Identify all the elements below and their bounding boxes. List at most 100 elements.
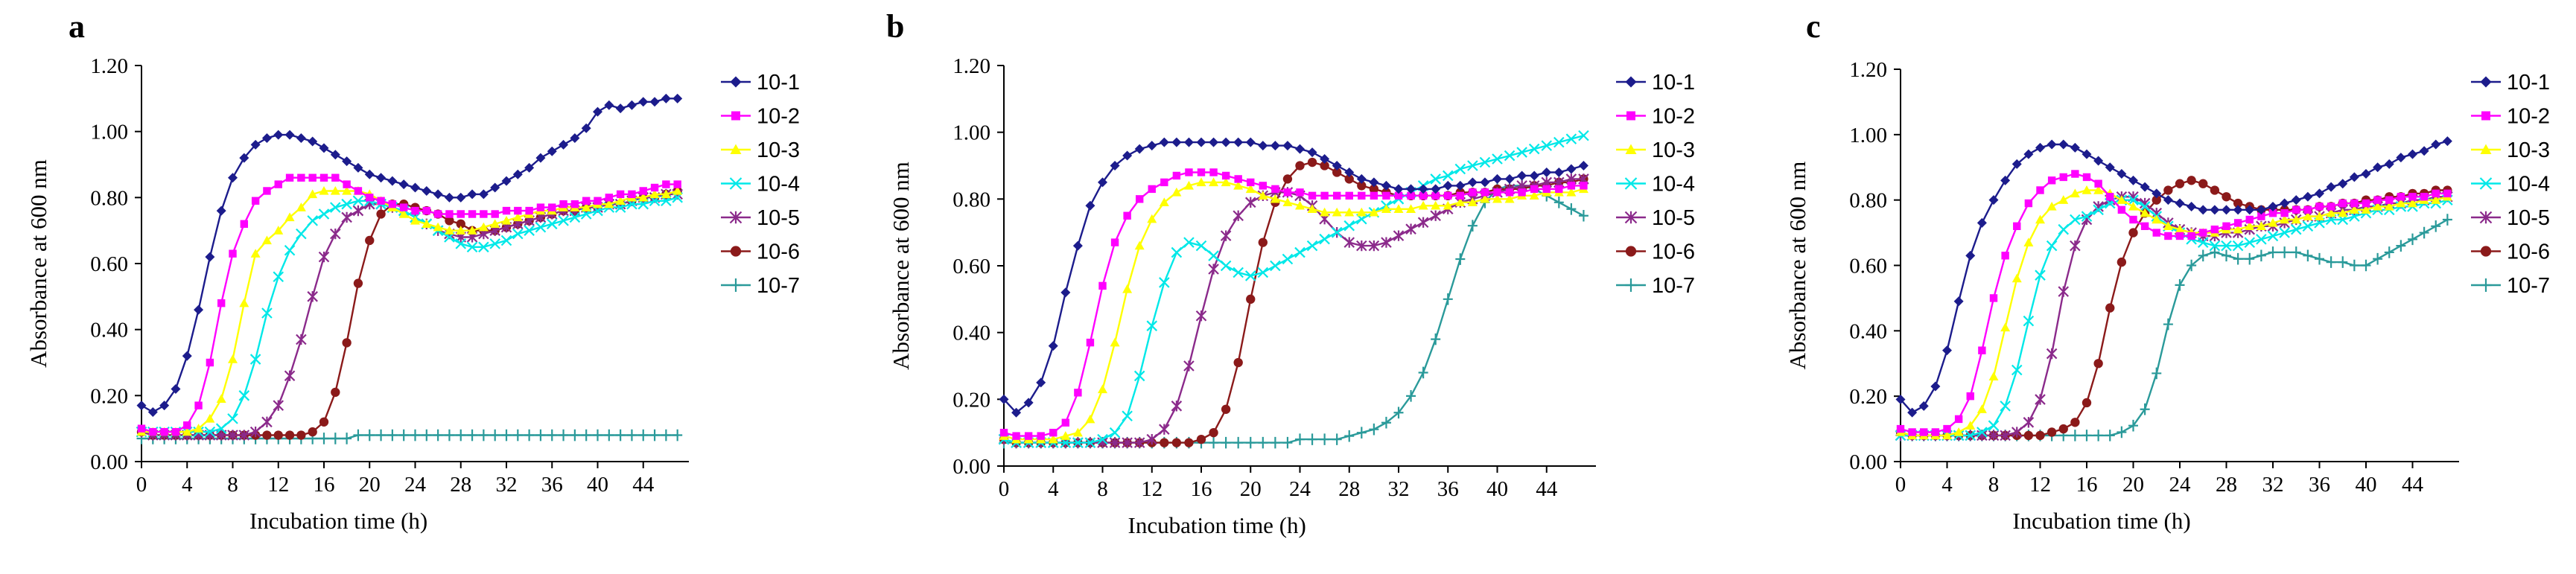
data-point: [1393, 230, 1405, 241]
data-point: [456, 429, 466, 441]
data-point: [2268, 209, 2277, 217]
data-point: [2013, 222, 2021, 230]
data-point: [2326, 182, 2336, 192]
x-tick-label: 44: [632, 473, 655, 497]
data-point: [284, 244, 296, 256]
data-point: [2023, 430, 2034, 441]
data-point: [1431, 184, 1441, 194]
data-point: [1467, 160, 1478, 171]
series-line: [1003, 181, 1584, 441]
data-point: [1406, 390, 1416, 402]
data-point: [2117, 195, 2127, 204]
data-point: [341, 198, 352, 210]
data-point: [559, 139, 569, 150]
data-point: [2070, 430, 2080, 441]
data-point: [1122, 437, 1133, 448]
data-point: [353, 429, 363, 441]
data-point: [1133, 437, 1145, 448]
x-tick-label: 4: [182, 473, 193, 497]
y-tick-label: 0.40: [90, 319, 128, 342]
data-point: [352, 205, 364, 217]
data-point: [444, 429, 454, 441]
data-point: [1343, 237, 1355, 248]
data-point: [468, 210, 477, 218]
data-point: [445, 210, 454, 218]
data-point: [2047, 427, 2057, 437]
data-point: [364, 169, 375, 179]
data-point: [524, 225, 535, 236]
data-point: [2408, 193, 2417, 201]
data-point: [2023, 417, 2035, 428]
data-point: [1258, 237, 1268, 247]
data-point: [2187, 176, 2196, 185]
data-point: [1233, 180, 1244, 190]
data-point: [570, 200, 579, 208]
data-point: [160, 427, 168, 436]
data-point: [661, 93, 671, 103]
data-point: [1282, 436, 1293, 449]
data-point: [593, 429, 602, 441]
data-point: [2268, 246, 2278, 258]
data-point: [1110, 337, 1120, 347]
data-point: [205, 413, 215, 423]
data-point: [1578, 209, 1588, 222]
data-point: [615, 103, 626, 114]
x-tick-label: 28: [450, 473, 471, 497]
x-tick-label: 0: [999, 477, 1010, 501]
data-point: [2011, 364, 2023, 376]
data-point: [1943, 424, 1951, 433]
data-point: [159, 401, 170, 411]
data-point: [2290, 223, 2302, 235]
data-point: [410, 429, 420, 441]
data-point: [1159, 197, 1169, 207]
data-point: [2058, 424, 2068, 434]
data-point: [2291, 246, 2301, 258]
legend-item: 10-5: [1616, 206, 1695, 230]
data-point: [1626, 111, 1635, 121]
data-point: [1976, 217, 1987, 228]
data-point: [1418, 200, 1428, 210]
data-point: [2210, 205, 2220, 215]
data-point: [2256, 221, 2266, 230]
data-point: [1160, 178, 1168, 187]
data-point: [999, 394, 1009, 404]
data-point: [2209, 240, 2221, 252]
data-point: [398, 429, 409, 441]
legend-label: 10-1: [757, 71, 800, 95]
data-point: [2070, 214, 2081, 226]
data-point: [2384, 246, 2394, 258]
data-point: [501, 215, 512, 225]
data-point: [1307, 157, 1317, 168]
data-point: [1246, 294, 1256, 304]
x-axis-label: Incubation time (h): [249, 508, 427, 534]
data-point: [2105, 303, 2115, 313]
data-point: [2140, 208, 2150, 217]
y-tick-label: 0.80: [953, 188, 990, 211]
data-point: [2128, 419, 2138, 432]
data-point: [2175, 179, 2185, 188]
data-point: [2093, 430, 2104, 441]
data-point: [1134, 240, 1145, 250]
data-point: [1442, 170, 1454, 182]
data-point: [353, 278, 363, 288]
data-point: [1171, 137, 1182, 147]
data-point: [2105, 162, 2115, 173]
data-point: [2175, 232, 2184, 240]
data-point: [1625, 76, 1637, 88]
data-point: [238, 430, 250, 441]
x-tick-label: 36: [541, 473, 563, 497]
data-point: [672, 93, 683, 103]
data-point: [2303, 191, 2313, 202]
data-point: [512, 212, 523, 222]
data-point: [1209, 177, 1219, 187]
data-point: [444, 192, 454, 203]
data-point: [2197, 237, 2209, 249]
y-tick-label: 0.80: [1849, 189, 1887, 213]
data-point: [1332, 168, 1342, 177]
x-tick-label: 40: [587, 473, 608, 497]
data-point: [342, 338, 352, 348]
data-point: [2070, 418, 2080, 427]
data-point: [1343, 220, 1355, 232]
data-point: [525, 206, 533, 215]
y-tick-label: 0.20: [90, 384, 128, 408]
